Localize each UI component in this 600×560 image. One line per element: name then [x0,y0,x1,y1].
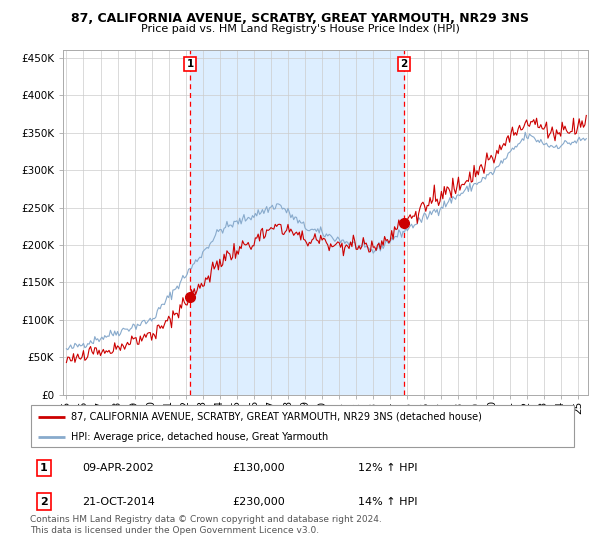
Text: 87, CALIFORNIA AVENUE, SCRATBY, GREAT YARMOUTH, NR29 3NS: 87, CALIFORNIA AVENUE, SCRATBY, GREAT YA… [71,12,529,25]
Text: 14% ↑ HPI: 14% ↑ HPI [358,497,417,506]
Text: 2: 2 [40,497,47,506]
Text: HPI: Average price, detached house, Great Yarmouth: HPI: Average price, detached house, Grea… [71,432,328,442]
Text: Price paid vs. HM Land Registry's House Price Index (HPI): Price paid vs. HM Land Registry's House … [140,24,460,34]
Bar [190,50,404,395]
Text: 09-APR-2002: 09-APR-2002 [82,463,154,473]
Text: 1: 1 [187,59,194,69]
Text: Contains HM Land Registry data © Crown copyright and database right 2024.
This d: Contains HM Land Registry data © Crown c… [30,515,382,535]
Text: 21-OCT-2014: 21-OCT-2014 [82,497,155,506]
Text: 2: 2 [400,59,407,69]
Text: £230,000: £230,000 [232,497,285,506]
FancyBboxPatch shape [31,405,574,447]
Text: 1: 1 [40,463,47,473]
Text: 12% ↑ HPI: 12% ↑ HPI [358,463,417,473]
Text: £130,000: £130,000 [232,463,284,473]
Text: 87, CALIFORNIA AVENUE, SCRATBY, GREAT YARMOUTH, NR29 3NS (detached house): 87, CALIFORNIA AVENUE, SCRATBY, GREAT YA… [71,412,482,422]
